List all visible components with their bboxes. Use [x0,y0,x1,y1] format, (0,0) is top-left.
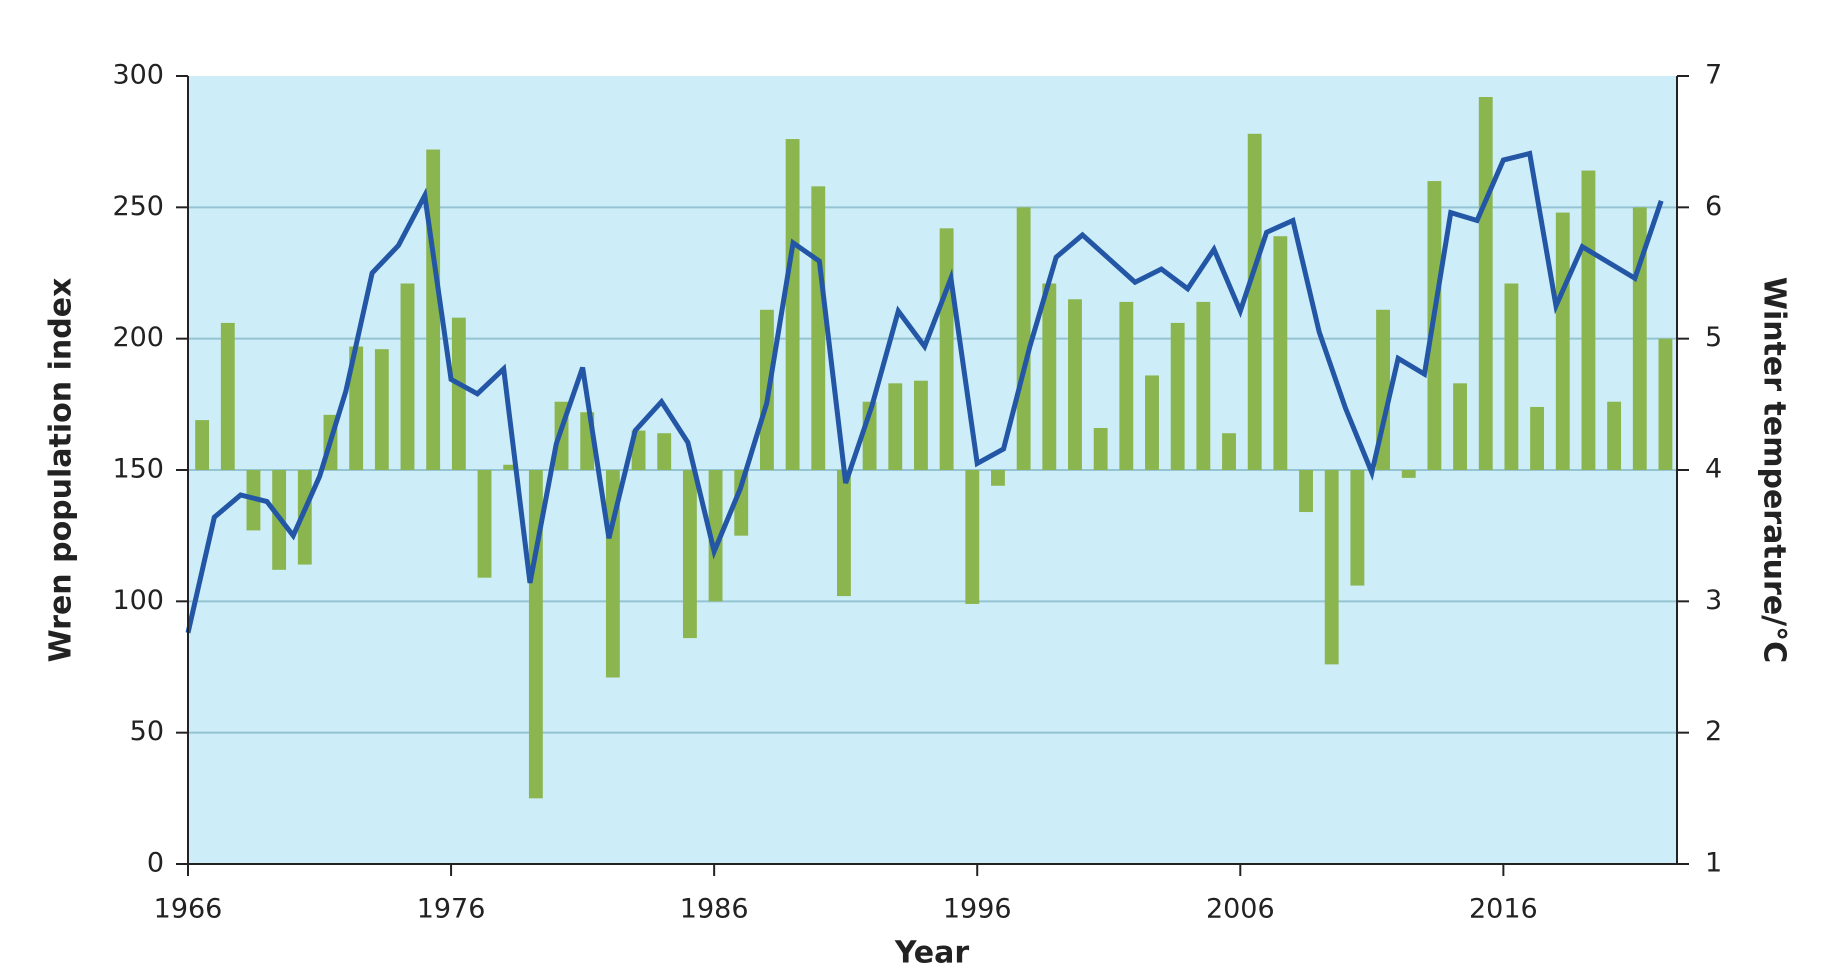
y-tick-label: 150 [112,454,164,485]
bar [374,349,389,470]
bar [426,149,441,470]
x-tick-label: 1976 [417,894,486,925]
x-tick-label: 1966 [154,894,223,925]
bar [1530,406,1545,470]
bar [734,470,749,536]
bar [888,383,903,470]
bar [1068,299,1082,470]
bar [991,470,1005,486]
bar [220,322,235,470]
y-tick-label: 100 [112,585,164,616]
bar [1247,133,1262,470]
bar [400,283,415,470]
temperature-line [185,150,1664,634]
bar [1273,236,1288,470]
bar [939,228,954,470]
y2-tick-label: 5 [1705,322,1722,353]
y2-tick-label: 7 [1705,60,1722,91]
y-tick-label: 0 [147,848,164,879]
bar [297,470,312,565]
bar [1478,97,1493,470]
y-tick-label: 50 [130,716,164,747]
x-axis-label: Year [894,936,970,971]
bar [1222,433,1236,470]
y-tick-label: 300 [112,60,164,91]
bar [682,470,697,639]
y2-tick-label: 3 [1705,585,1722,616]
bar [1555,212,1570,470]
bar [1016,207,1031,471]
bar [451,317,466,470]
bar [1401,470,1416,478]
bar [811,186,826,470]
bar [1350,470,1365,586]
y-tick-label: 250 [112,191,164,222]
bar [503,464,518,470]
x-tick-label: 1986 [680,894,749,925]
y-tick-label: 200 [112,322,164,353]
y-axis-label: Wren population index [44,278,79,663]
x-tick-label: 1996 [943,894,1012,925]
bar [914,380,928,470]
bar [477,470,492,578]
bar [1170,322,1185,470]
bar [657,433,672,470]
bar [195,420,210,470]
y2-tick-label: 2 [1705,716,1722,747]
bar [1119,301,1134,470]
y2-tick-label: 1 [1705,848,1722,879]
y2-tick-label: 6 [1705,191,1722,222]
bar [1658,338,1673,470]
bar [1299,470,1313,513]
bar [1196,301,1211,470]
bar [1504,283,1519,470]
bar [1093,427,1108,470]
y2-axis-label: Winter temperature/°C [1757,277,1792,663]
bar [1581,170,1596,470]
bar [605,470,620,678]
bar [1145,375,1159,470]
bar [1042,283,1057,470]
x-tick-label: 2006 [1206,894,1275,925]
x-tick-label: 2016 [1469,894,1538,925]
bar [708,470,723,602]
bar [785,139,800,471]
bar [528,470,543,799]
bar [1453,383,1467,470]
bar [1607,401,1622,470]
y2-tick-label: 4 [1705,454,1722,485]
bar [349,346,364,470]
bar [1324,470,1339,665]
bar [836,470,851,597]
bar [965,470,980,604]
